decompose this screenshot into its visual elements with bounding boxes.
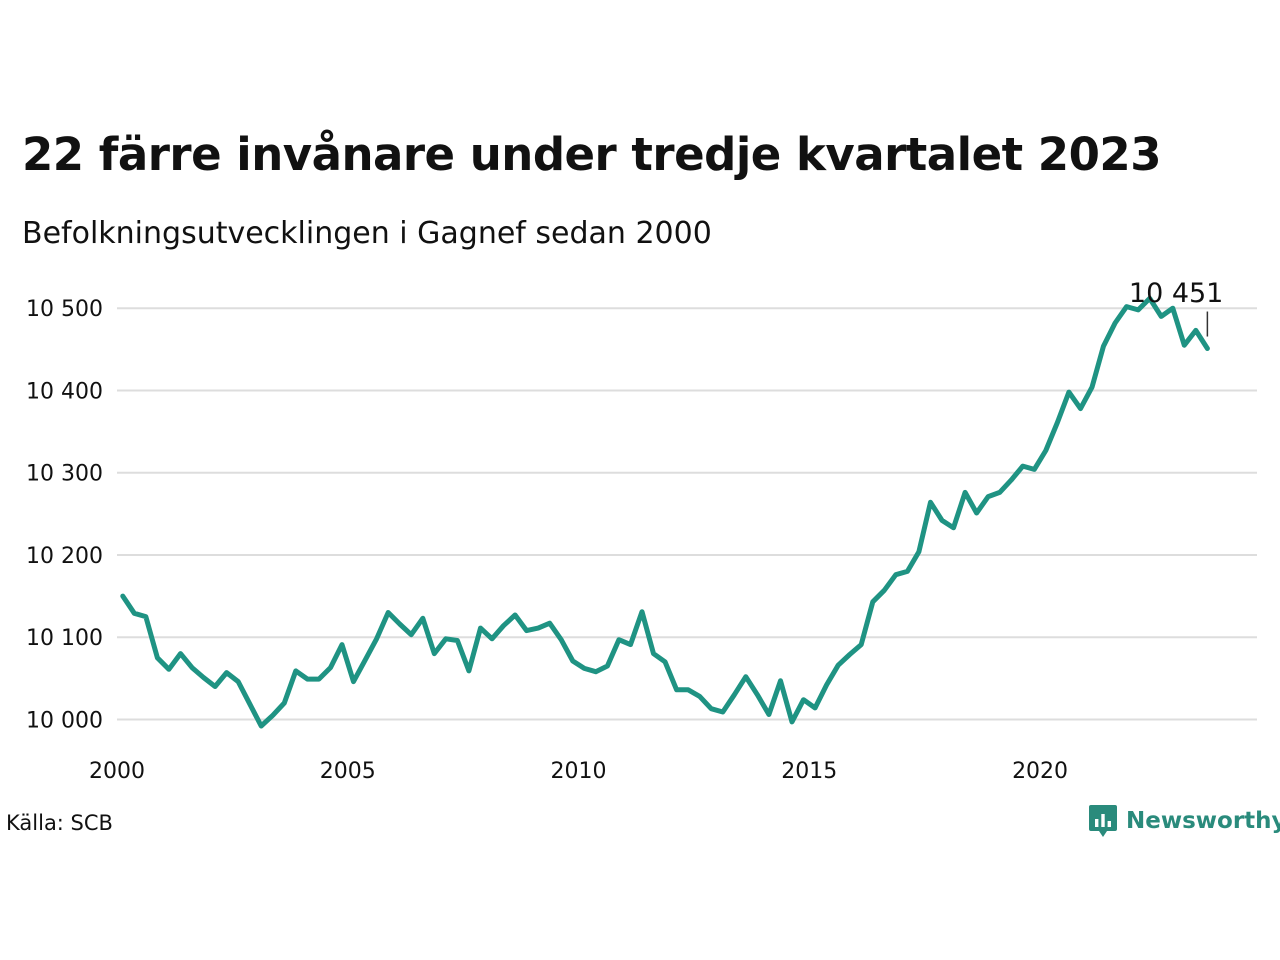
x-tick-label: 2015 (781, 759, 837, 784)
y-axis-tick-labels: 10 000 10 100 10 200 10 300 10 400 10 500 (26, 297, 103, 733)
y-tick-label: 10 300 (26, 462, 103, 487)
last-value-annotation: 10 451 (1129, 278, 1223, 337)
y-tick-label: 10 100 (26, 626, 103, 651)
x-tick-label: 2005 (320, 759, 376, 784)
brand-name: Newsworthy (1126, 808, 1280, 834)
grid-lines (117, 307, 1257, 721)
x-tick-label: 2020 (1012, 759, 1068, 784)
x-tick-label: 2010 (551, 759, 607, 784)
x-axis-tick-labels: 2000 2005 2010 2015 2020 (89, 759, 1068, 784)
newsworthy-brand: Newsworthy (1088, 804, 1280, 838)
y-tick-label: 10 400 (26, 379, 103, 404)
series-line (120, 295, 1210, 729)
y-tick-label: 10 200 (26, 544, 103, 569)
newsworthy-logo-icon (1089, 805, 1117, 837)
chart-title: 22 färre invånare under tredje kvartalet… (22, 128, 1162, 181)
last-value-label: 10 451 (1129, 278, 1223, 309)
chart-subtitle: Befolkningsutvecklingen i Gagnef sedan 2… (22, 216, 712, 251)
series-group (120, 295, 1210, 729)
x-tick-label: 2000 (89, 759, 145, 784)
source-credit: Källa: SCB (6, 811, 113, 835)
y-tick-label: 10 000 (26, 708, 103, 733)
y-tick-label: 10 500 (26, 297, 103, 322)
